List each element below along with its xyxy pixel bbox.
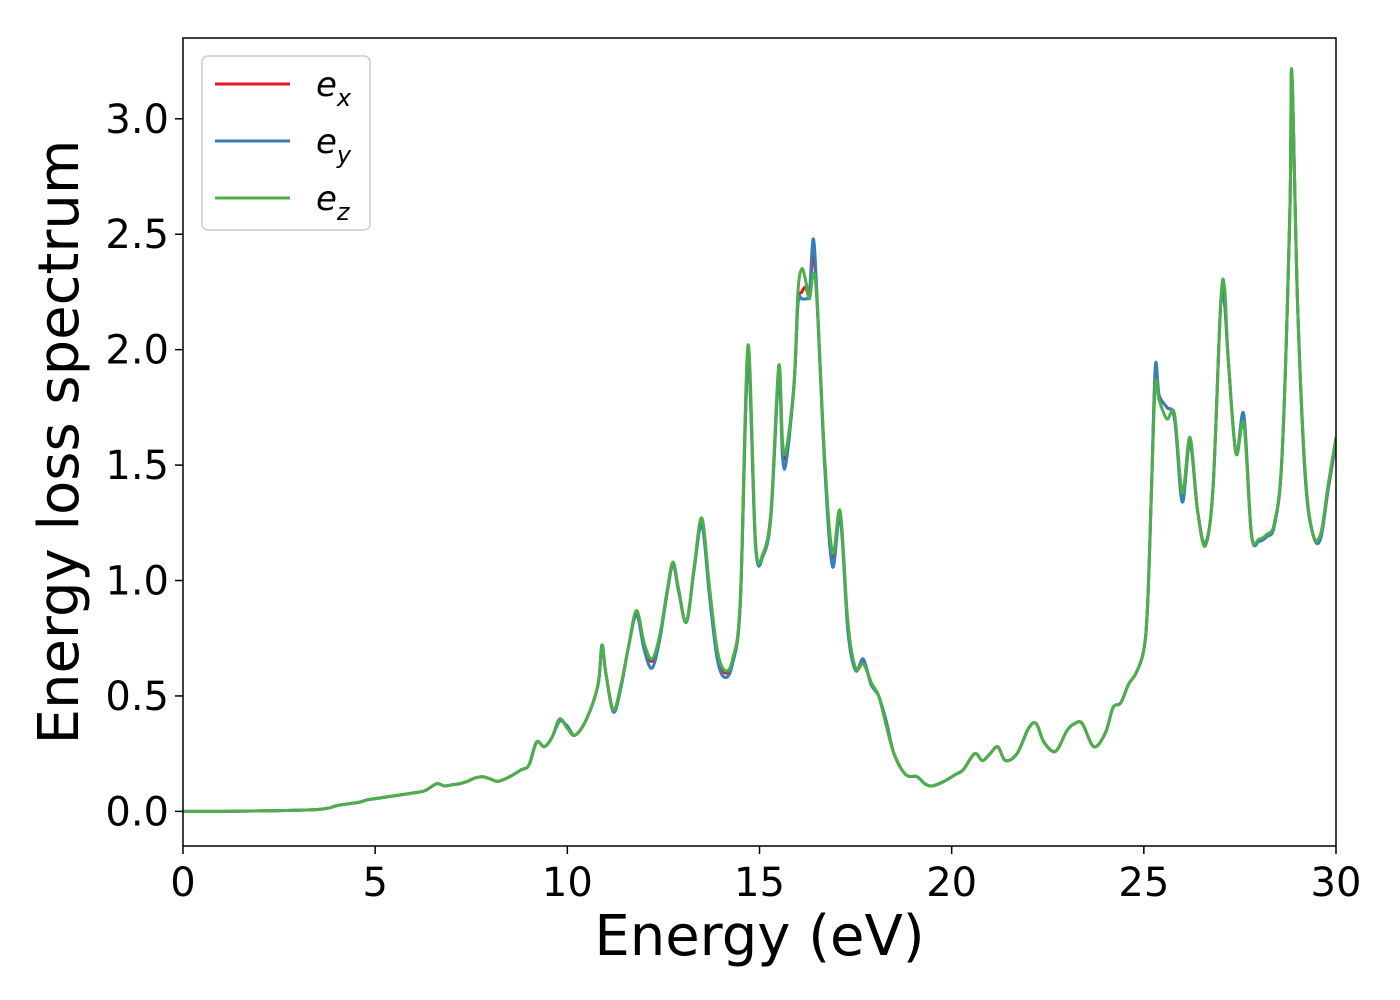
- legend-label-ex: ex: [316, 65, 352, 112]
- x-tick-label: 25: [1118, 860, 1169, 906]
- y-tick-label: 1.5: [105, 443, 169, 489]
- legend-label-ey: ey: [316, 122, 352, 169]
- legend-label-base: e: [316, 179, 337, 219]
- legend-label-base: e: [316, 65, 337, 105]
- y-axis: 0.0 0.5 1.0 1.5 2.0 2.5 3.0: [105, 97, 183, 835]
- x-tick-label: 30: [1311, 860, 1362, 906]
- legend-box: [201, 55, 371, 231]
- y-tick-label: 2.0: [105, 328, 169, 374]
- legend-label-subscript: x: [336, 84, 352, 112]
- y-axis-label: Energy loss spectrum: [27, 140, 92, 745]
- plot-area: [183, 38, 1336, 846]
- legend-label-ez: ez: [316, 179, 351, 226]
- x-tick-label: 0: [170, 860, 195, 906]
- legend-label-subscript: z: [336, 198, 351, 226]
- series-layer: [183, 67, 1336, 813]
- x-tick-label: 20: [926, 860, 977, 906]
- x-axis-label: Energy (eV): [594, 904, 924, 969]
- x-tick-label: 5: [362, 860, 387, 906]
- x-axis: 0 5 10 15 20 25 30: [170, 846, 1361, 906]
- y-tick-label: 0.5: [105, 674, 169, 720]
- series-line-ez: [183, 67, 1336, 813]
- legend-label-subscript: y: [336, 141, 352, 169]
- y-tick-label: 2.5: [105, 212, 169, 258]
- y-tick-label: 3.0: [105, 97, 169, 143]
- y-tick-label: 1.0: [105, 559, 169, 605]
- x-tick-label: 15: [734, 860, 785, 906]
- y-tick-label: 0.0: [105, 789, 169, 835]
- x-tick-label: 10: [542, 860, 593, 906]
- legend-label-base: e: [316, 122, 337, 162]
